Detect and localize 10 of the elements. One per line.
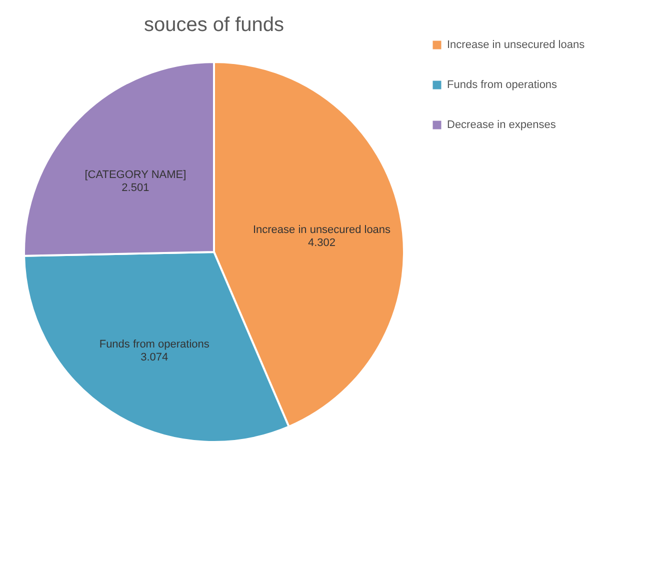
data-label: 4.302 [308, 236, 336, 249]
slice-label: Funds from operations [99, 338, 210, 350]
text: [CATEGORY NAME] [84, 169, 186, 182]
chart-title: souces of funds [144, 14, 284, 36]
legend-label: Increase in unsecured loans [447, 39, 586, 51]
slice-label: Increase in unsecured loans [252, 224, 392, 236]
legend-label: Funds from operations [447, 79, 558, 91]
data-label: 3.074 [140, 351, 168, 364]
legend-label: Decrease in expenses [447, 119, 556, 131]
data-label: 2.501 [122, 182, 150, 194]
